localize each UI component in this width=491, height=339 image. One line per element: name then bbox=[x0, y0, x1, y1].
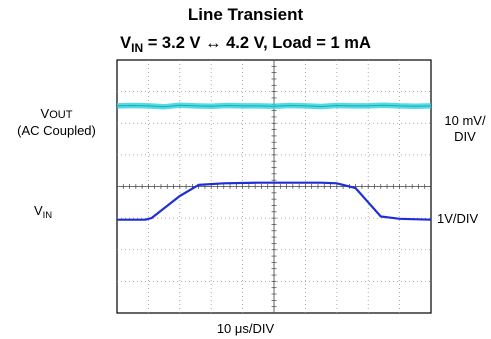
vout-scale-label: 10 mV/ DIV bbox=[444, 113, 486, 144]
vin-scale-label: 1V/DIV bbox=[437, 211, 479, 226]
series-group bbox=[116, 102, 432, 221]
x-axis-label: 10 μs/DIV bbox=[216, 321, 275, 336]
vin-trace bbox=[117, 181, 432, 221]
chart-subtitle: VIN = 3.2 V ↔ 4.2 V, Load = 1 mA bbox=[120, 34, 371, 55]
vout-trace bbox=[116, 104, 432, 108]
vout-label: VOUT (AC Coupled) bbox=[0, 106, 113, 139]
vin-label: VIN bbox=[34, 203, 53, 221]
grid bbox=[117, 60, 431, 313]
vout-coupling-note: (AC Coupled) bbox=[17, 123, 96, 138]
chart-title: Line Transient bbox=[187, 5, 304, 24]
